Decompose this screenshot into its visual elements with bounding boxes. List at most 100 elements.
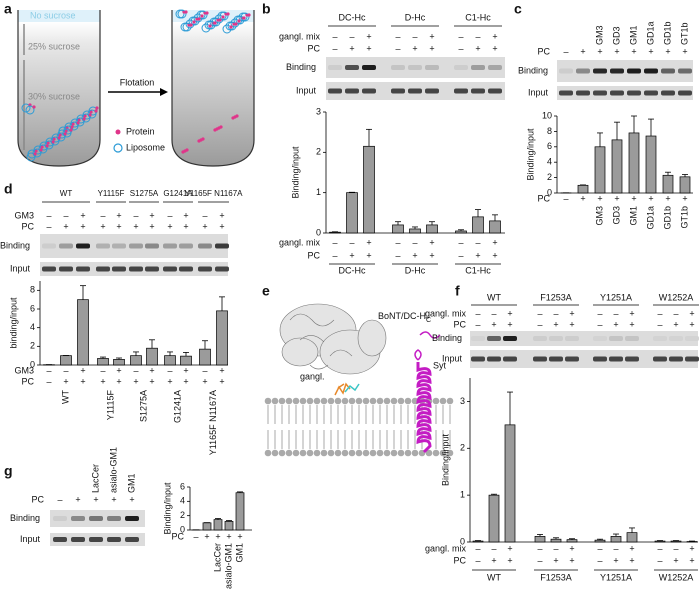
row-label: PC bbox=[453, 319, 466, 329]
blot-band bbox=[609, 336, 623, 341]
row-value: + bbox=[111, 494, 116, 504]
blot-band bbox=[179, 243, 193, 249]
protein bbox=[181, 150, 185, 154]
row-value: + bbox=[80, 376, 85, 386]
blot-label: Binding bbox=[0, 240, 30, 250]
group-label: W1252A bbox=[659, 572, 694, 582]
error-bar bbox=[629, 527, 635, 533]
group-label: C1-Hc bbox=[465, 265, 491, 275]
row-value: + bbox=[80, 365, 85, 375]
blot-band bbox=[678, 90, 692, 96]
y-tick-label: 3 bbox=[316, 106, 321, 116]
lipid-head bbox=[341, 449, 349, 457]
lipid-head bbox=[432, 397, 440, 405]
row-value: – bbox=[100, 210, 105, 220]
row-value: + bbox=[492, 31, 497, 41]
blot-band bbox=[145, 266, 159, 272]
blot-band bbox=[112, 243, 126, 249]
lipid-head bbox=[285, 397, 293, 405]
group-label: S1275A bbox=[138, 390, 148, 422]
group-label: Y1115F bbox=[105, 389, 115, 420]
row-value: – bbox=[395, 43, 400, 53]
row-value: – bbox=[46, 365, 51, 375]
bar bbox=[202, 522, 212, 531]
row-value: + bbox=[63, 376, 68, 386]
blot-band bbox=[549, 336, 563, 341]
row-value: + bbox=[629, 555, 634, 565]
blot-band bbox=[669, 336, 683, 341]
y-tick-label: 2 bbox=[547, 172, 552, 182]
row-value: + bbox=[492, 250, 497, 260]
row-value: – bbox=[491, 543, 496, 553]
row-value: + bbox=[167, 376, 172, 386]
row-value: + bbox=[219, 365, 224, 375]
liposome bbox=[222, 24, 232, 34]
protein bbox=[208, 24, 212, 28]
error-bar bbox=[219, 296, 225, 311]
blot bbox=[557, 86, 693, 100]
blot-label: Binding bbox=[432, 333, 462, 343]
bar bbox=[594, 539, 606, 543]
row-value: – bbox=[46, 210, 51, 220]
row-value: – bbox=[475, 31, 480, 41]
bar bbox=[146, 347, 158, 366]
lipid-head bbox=[285, 449, 293, 457]
row-value: + bbox=[366, 31, 371, 41]
blot-band bbox=[487, 356, 501, 362]
row-value: – bbox=[458, 237, 463, 247]
y-axis-label: Binding/input bbox=[290, 146, 300, 199]
row-value: – bbox=[563, 46, 568, 56]
row-value: – bbox=[332, 237, 337, 247]
bar bbox=[472, 216, 484, 234]
blot-band bbox=[53, 537, 67, 542]
blot-band bbox=[53, 516, 67, 521]
y-axis-label: binding/input bbox=[8, 297, 18, 349]
row-value: + bbox=[613, 555, 618, 565]
row-value: – bbox=[657, 319, 662, 329]
row-value: – bbox=[349, 237, 354, 247]
group-label: WT bbox=[487, 572, 501, 582]
bar bbox=[77, 299, 89, 366]
category-label: LacCer bbox=[90, 464, 100, 493]
row-value: + bbox=[167, 221, 172, 231]
lipid-head bbox=[439, 397, 447, 405]
row-value: + bbox=[507, 308, 512, 318]
row-value: + bbox=[202, 376, 207, 386]
row-value: + bbox=[492, 43, 497, 53]
row-value: + bbox=[491, 319, 496, 329]
bar bbox=[610, 536, 622, 543]
blot-band bbox=[198, 266, 212, 272]
panel-letter: b bbox=[262, 1, 271, 17]
row-value: + bbox=[215, 531, 220, 541]
row-value: + bbox=[475, 43, 480, 53]
blot-band bbox=[565, 356, 579, 362]
bar bbox=[180, 355, 192, 366]
bar bbox=[213, 519, 223, 531]
row-value: + bbox=[631, 46, 636, 56]
category-label: GT1b bbox=[679, 22, 689, 45]
bar bbox=[363, 145, 375, 234]
protein bbox=[247, 13, 251, 17]
syt-label: Syt bbox=[433, 360, 447, 370]
lipid-head bbox=[334, 397, 342, 405]
bar bbox=[164, 355, 176, 366]
row-value: + bbox=[507, 555, 512, 565]
row-value: – bbox=[673, 543, 678, 553]
lipid-head bbox=[299, 397, 307, 405]
group-label: WT bbox=[60, 189, 73, 198]
error-bar bbox=[133, 351, 139, 356]
row-value: – bbox=[657, 555, 662, 565]
protein bbox=[197, 17, 201, 21]
row-value: + bbox=[689, 319, 694, 329]
row-value: – bbox=[395, 237, 400, 247]
liposome bbox=[198, 10, 208, 20]
category-label: GM1 bbox=[628, 25, 638, 45]
error-bar bbox=[648, 118, 654, 137]
lipid-head bbox=[432, 449, 440, 457]
protein bbox=[63, 132, 67, 136]
error-bar bbox=[80, 285, 86, 300]
y-tick-label: 2 bbox=[180, 510, 185, 520]
row-label: PC bbox=[21, 376, 34, 386]
y-tick-label: 0 bbox=[460, 536, 465, 546]
lipid-head bbox=[425, 449, 433, 457]
